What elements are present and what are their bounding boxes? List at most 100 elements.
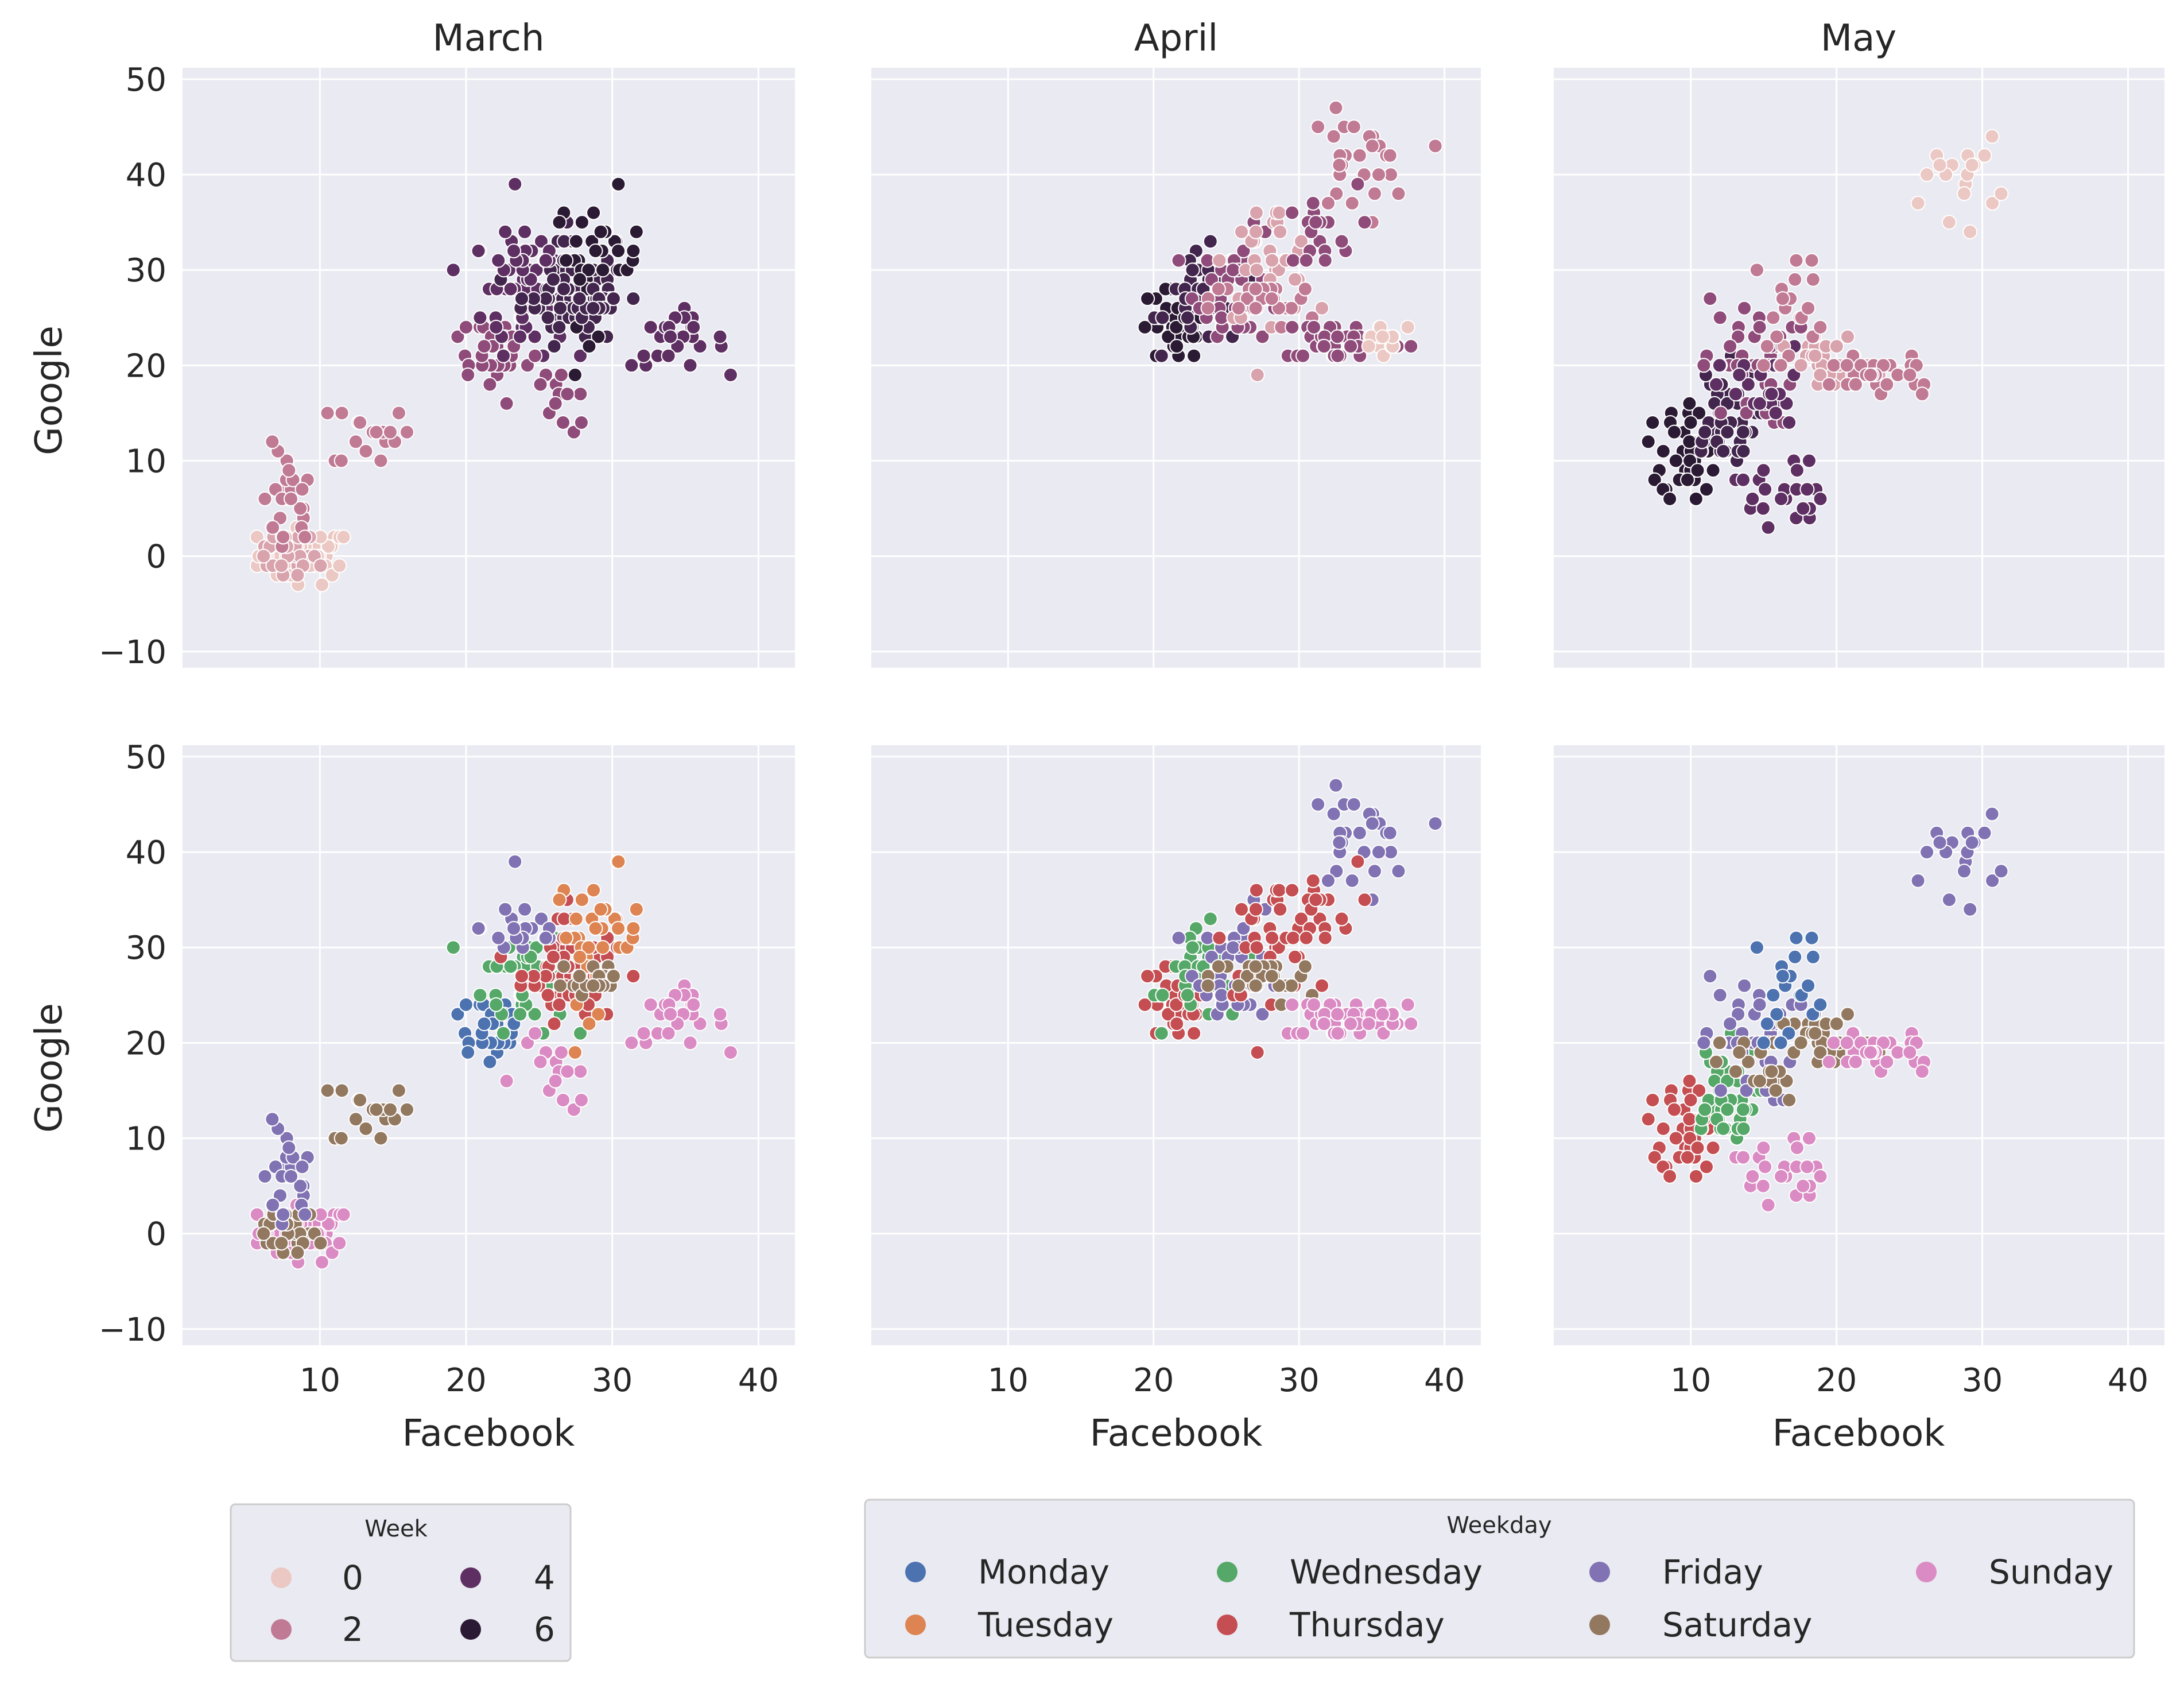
scatter-point <box>1782 1093 1797 1108</box>
scatter-point <box>581 262 596 278</box>
scatter-point <box>1329 186 1344 202</box>
scatter-point <box>1702 291 1718 307</box>
scatter-point <box>1789 930 1804 946</box>
scatter-point <box>1306 997 1321 1012</box>
y-tick-label: 0 <box>146 539 166 576</box>
scatter-point <box>1985 873 2000 888</box>
scatter-point <box>1640 434 1656 450</box>
scatter-point <box>1957 864 1972 879</box>
y-tick-label: 30 <box>126 252 166 289</box>
scatter-point <box>1321 873 1336 888</box>
scatter-point <box>348 434 363 450</box>
scatter-point <box>320 405 335 421</box>
scatter-point <box>1400 319 1415 335</box>
scatter-point <box>1919 167 1935 183</box>
scatter-point <box>1317 930 1333 946</box>
scatter-point <box>1140 969 1155 984</box>
x-tick-label: 20 <box>445 1362 486 1399</box>
scatter-point <box>1795 1178 1811 1194</box>
scatter-point <box>1285 930 1301 946</box>
scatter-point <box>1285 997 1300 1012</box>
scatter-point <box>1264 291 1279 307</box>
scatter-point <box>1755 501 1771 516</box>
scatter-point <box>313 558 328 574</box>
legend-monday-label: Monday <box>978 1553 1110 1592</box>
scatter-point <box>1709 1054 1724 1070</box>
y-tick-label: −10 <box>99 634 166 671</box>
scatter-point <box>1382 148 1398 163</box>
legend-week-2-label: 2 <box>342 1610 363 1649</box>
scatter-point <box>1248 959 1263 974</box>
scatter-point <box>527 329 542 344</box>
scatter-point <box>358 443 374 459</box>
scatter-point <box>548 1073 563 1089</box>
scatter-point <box>1185 940 1200 955</box>
scatter-point <box>1310 119 1326 134</box>
scatter-point <box>1647 1149 1662 1165</box>
scatter-point <box>523 272 538 287</box>
scatter-point <box>472 988 488 1003</box>
scatter-point <box>556 415 571 430</box>
scatter-point <box>294 482 310 497</box>
scatter-point <box>1696 358 1712 373</box>
scatter-point <box>1740 1054 1756 1070</box>
scatter-point <box>334 1083 350 1098</box>
scatter-point <box>1186 348 1202 363</box>
y-tick-label: 40 <box>126 834 166 872</box>
scatter-point <box>1801 453 1817 469</box>
scatter-point <box>1962 901 1978 917</box>
x-axis-label-may: Facebook <box>1772 1412 1945 1455</box>
scatter-point <box>595 262 611 278</box>
scatter-point <box>281 1140 297 1156</box>
scatter-point <box>1690 1140 1705 1156</box>
scatter-point <box>1250 1045 1265 1060</box>
scatter-point <box>1361 1016 1376 1032</box>
scatter-point <box>1756 1035 1771 1051</box>
scatter-point <box>588 243 603 258</box>
legend-sunday-marker <box>1916 1562 1937 1582</box>
scatter-point <box>1330 1006 1345 1022</box>
scatter-point <box>1310 797 1326 812</box>
scatter-point <box>1317 253 1333 268</box>
x-tick-label: 10 <box>1670 1362 1711 1399</box>
scatter-point <box>294 1159 310 1175</box>
scatter-point <box>1344 873 1360 888</box>
scatter-point <box>314 577 329 593</box>
scatter-point <box>1795 501 1811 516</box>
scatter-point <box>517 901 533 917</box>
scatter-point <box>546 949 561 965</box>
scatter-point <box>257 1168 273 1184</box>
scatter-point <box>265 1197 281 1213</box>
scatter-point <box>1993 864 2009 879</box>
scatter-point <box>1985 195 2000 211</box>
scatter-point <box>1202 911 1218 927</box>
scatter-point <box>629 901 644 917</box>
scatter-point <box>1737 978 1752 993</box>
scatter-point <box>1793 1035 1809 1051</box>
column-title-april: April <box>1134 17 1218 60</box>
scatter-point <box>507 176 523 192</box>
scatter-point <box>568 911 584 927</box>
scatter-point <box>1735 1102 1751 1117</box>
scatter-point <box>1271 882 1287 898</box>
scatter-point <box>1367 186 1382 202</box>
scatter-point <box>1171 930 1186 946</box>
scatter-point <box>1697 424 1713 440</box>
scatter-point <box>1932 157 1948 173</box>
scatter-point <box>1294 234 1309 249</box>
scatter-point <box>1666 1102 1682 1117</box>
x-tick-label: 40 <box>738 1362 779 1399</box>
scatter-point <box>1805 272 1821 287</box>
scatter-point <box>1756 358 1771 373</box>
scatter-point <box>1716 443 1731 459</box>
y-tick-label: 50 <box>126 61 166 99</box>
scatter-point <box>1680 1149 1695 1165</box>
scatter-point <box>1752 997 1767 1012</box>
scatter-point <box>1427 138 1443 154</box>
y-tick-label: 40 <box>126 157 166 194</box>
scatter-point <box>1731 329 1746 344</box>
scatter-point <box>1346 119 1361 134</box>
scatter-point <box>1391 186 1406 202</box>
scatter-point <box>1316 339 1332 354</box>
